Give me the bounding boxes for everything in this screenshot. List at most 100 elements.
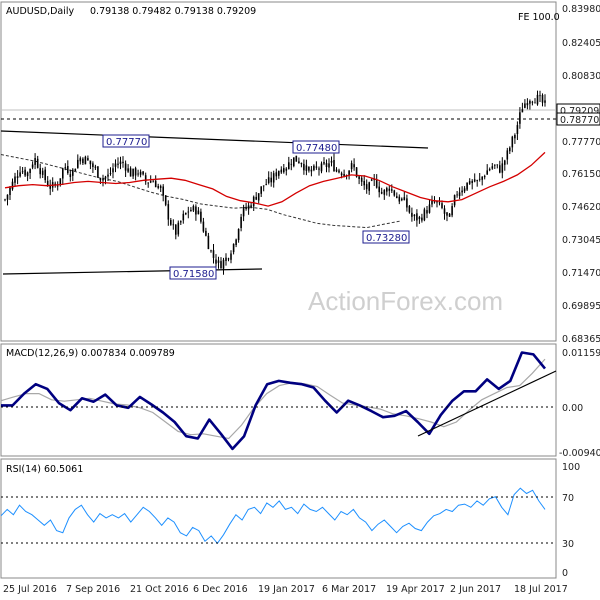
candle-body: [132, 168, 134, 177]
candle-body: [300, 163, 303, 165]
candle-body: [539, 95, 541, 97]
candle-body: [104, 176, 107, 179]
date-tick-label: 25 Jul 2016: [3, 584, 57, 595]
candle-body: [481, 176, 483, 180]
candle-body: [107, 174, 109, 177]
candle-body: [401, 198, 403, 201]
candle-body: [94, 166, 97, 168]
candle-body: [187, 211, 190, 213]
candle-body: [338, 170, 340, 173]
candle-body: [4, 199, 6, 201]
candle-body: [92, 163, 94, 167]
candle-body: [494, 164, 496, 166]
candle-body: [521, 109, 524, 113]
candle-body: [323, 162, 325, 164]
candle-body: [534, 102, 536, 104]
candle-body: [36, 158, 39, 168]
candle-body: [222, 259, 225, 269]
candle-body: [272, 173, 275, 183]
sma-red-layer: [4, 151, 546, 207]
rsi-tick-label: 100: [562, 462, 580, 473]
candle-body: [499, 165, 501, 173]
candle-body: [303, 163, 305, 171]
candle-body: [154, 180, 157, 188]
candle-body: [418, 217, 421, 220]
candle-body: [320, 163, 323, 172]
candle-body: [202, 221, 205, 232]
candle-body: [491, 166, 494, 169]
macd-tick-label: -0.00940: [559, 448, 600, 459]
candle-body: [408, 206, 411, 213]
sma-dashed-layer: [0, 154, 401, 229]
candle-body: [431, 200, 433, 205]
candle-body: [403, 197, 406, 201]
symbol-label: AUDUSD,Daily: [6, 6, 75, 17]
candle-body: [6, 194, 9, 200]
candle-body: [207, 235, 210, 250]
candle-body: [428, 204, 431, 213]
candle-body: [220, 261, 222, 269]
candle-body: [461, 190, 463, 193]
date-tick-label: 18 Jul 2017: [514, 584, 568, 595]
candle-body: [313, 165, 315, 171]
candle-body: [59, 178, 62, 185]
candle-body: [84, 156, 87, 165]
date-axis: 25 Jul 2016 7 Sep 2016 21 Oct 2016 6 Dec…: [3, 584, 568, 595]
annotation-077770-label: 0.77770: [106, 137, 147, 148]
candle-body: [240, 216, 242, 228]
candle-body: [426, 210, 428, 214]
candle-body: [443, 208, 446, 214]
candle-body: [360, 177, 363, 182]
date-tick-label: 21 Oct 2016: [130, 584, 189, 595]
candle-body: [328, 163, 330, 168]
macd-line: [1, 351, 547, 451]
candle-body: [370, 179, 373, 181]
candle-body: [340, 173, 343, 176]
candle-body: [293, 157, 295, 167]
candle-body: [488, 169, 491, 171]
candle-body: [333, 160, 335, 172]
candle-body: [177, 222, 180, 235]
candle-body: [391, 189, 393, 191]
candle-body: [142, 171, 144, 175]
candle-body: [526, 103, 529, 106]
price-tag-level-label: 0.78770: [560, 115, 599, 126]
candle-body: [468, 181, 471, 184]
candle-body: [190, 209, 192, 212]
candle-body: [378, 186, 380, 193]
candle-body: [473, 179, 476, 182]
candle-body: [56, 185, 59, 187]
sma-dashed-line: [0, 154, 401, 229]
watermark: ActionForex.com: [308, 286, 503, 316]
price-tick-label: 0.68365: [562, 334, 600, 345]
candle-body: [398, 196, 401, 202]
candle-body: [79, 158, 82, 162]
candle-body: [49, 185, 51, 189]
price-tag-current-label: 0.79209: [560, 106, 599, 117]
candle-body: [69, 174, 72, 177]
candle-body: [260, 186, 262, 194]
date-tick-label: 19 Jan 2017: [258, 584, 315, 595]
candle-body: [335, 169, 338, 172]
candle-body: [393, 190, 396, 196]
candle-body: [288, 162, 290, 169]
candle-body: [536, 94, 539, 105]
candle-body: [358, 176, 360, 179]
candle-body: [31, 164, 34, 168]
fe-label: FE 100.0: [518, 12, 560, 23]
candle-body: [305, 165, 308, 171]
candle-body: [318, 168, 320, 170]
price-tag-level: 0.78770: [556, 112, 600, 126]
candle-body: [44, 169, 46, 181]
candle-body: [280, 169, 283, 173]
upper-trendline: [0, 130, 429, 149]
rsi-tick-label: 70: [562, 493, 574, 504]
macd-tick-label: 0.00: [562, 403, 583, 414]
candle-body: [159, 186, 162, 188]
price-tick-label: 0.73045: [562, 235, 600, 246]
candle-body: [255, 196, 257, 200]
candle-body: [471, 180, 473, 183]
candle-body: [195, 206, 197, 215]
candle-body: [466, 182, 468, 190]
